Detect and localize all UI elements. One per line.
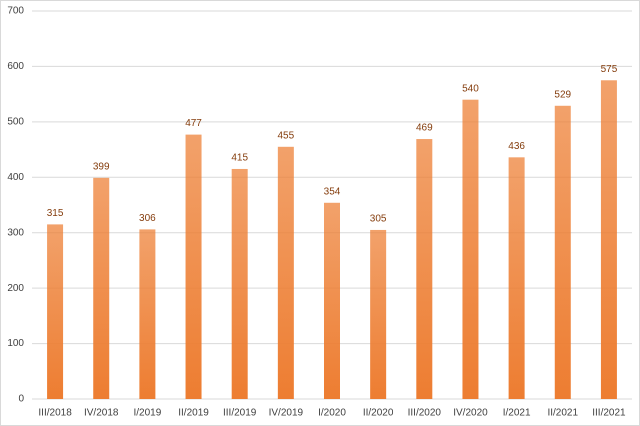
data-label: 415 [231,153,248,164]
data-label: 315 [47,208,64,219]
data-label: 354 [324,186,341,197]
x-tick-label: IV/2019 [269,408,304,419]
data-label: 399 [93,161,110,172]
data-label: 540 [462,83,479,94]
x-tick-label: II/2019 [178,408,209,419]
x-tick-label: III/2019 [223,408,257,419]
x-tick-label: I/2019 [133,408,161,419]
bar [47,224,64,399]
x-tick-label: II/2021 [547,408,578,419]
bar [139,229,156,399]
data-label: 305 [370,214,387,225]
x-tick-label: III/2020 [408,408,442,419]
bar [277,146,294,399]
y-tick-label: 400 [7,172,24,183]
y-tick-label: 100 [7,338,24,349]
x-tick-label: III/2021 [592,408,626,419]
x-tick-label: I/2020 [318,408,346,419]
y-tick-label: 0 [18,394,24,405]
y-tick-label: 600 [7,61,24,72]
data-label: 306 [139,213,156,224]
y-tick-label: 500 [7,116,24,127]
x-tick-label: IV/2020 [453,408,488,419]
data-label: 477 [185,118,202,129]
x-tick-label: I/2021 [503,408,531,419]
bar [462,99,479,399]
bar [370,229,387,399]
bar [231,168,248,399]
bar [324,202,340,399]
bar [416,139,433,400]
y-tick-label: 700 [7,6,24,17]
bar [600,80,617,400]
data-label: 575 [601,64,618,75]
data-label: 455 [278,130,295,141]
data-label: 436 [508,141,525,152]
bar [508,157,525,399]
y-tick-label: 200 [7,283,24,294]
x-tick-label: II/2020 [363,408,394,419]
bar [93,177,110,399]
x-tick-label: III/2018 [38,408,72,419]
bar [554,105,571,399]
x-tick-label: IV/2018 [84,408,119,419]
y-tick-label: 300 [7,227,24,238]
bar [185,134,202,399]
data-label: 529 [554,89,571,100]
data-label: 469 [416,123,433,134]
